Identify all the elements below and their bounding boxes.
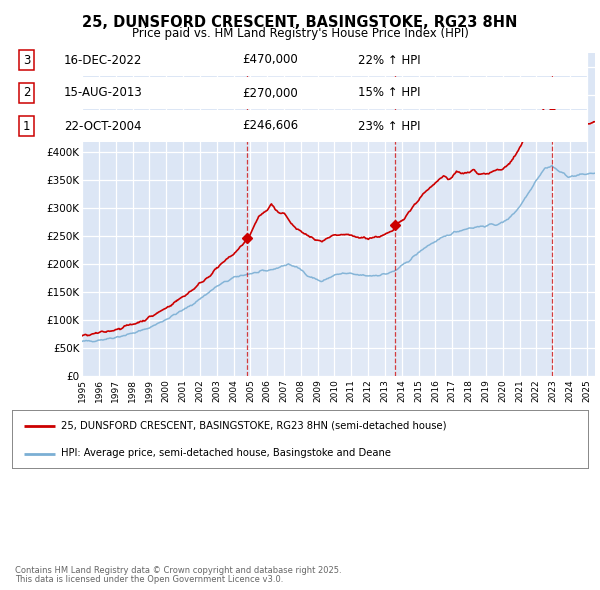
Text: This data is licensed under the Open Government Licence v3.0.: This data is licensed under the Open Gov… xyxy=(15,575,283,584)
Text: 1: 1 xyxy=(23,120,30,133)
Text: 25, DUNSFORD CRESCENT, BASINGSTOKE, RG23 8HN: 25, DUNSFORD CRESCENT, BASINGSTOKE, RG23… xyxy=(82,15,518,30)
Text: Price paid vs. HM Land Registry's House Price Index (HPI): Price paid vs. HM Land Registry's House … xyxy=(131,27,469,40)
Text: 2: 2 xyxy=(23,87,30,100)
Text: £246,606: £246,606 xyxy=(242,120,299,133)
Text: £270,000: £270,000 xyxy=(242,87,298,100)
Text: 22-OCT-2004: 22-OCT-2004 xyxy=(64,120,142,133)
Text: 15% ↑ HPI: 15% ↑ HPI xyxy=(358,87,420,100)
Text: £470,000: £470,000 xyxy=(242,54,298,67)
Text: 15-AUG-2013: 15-AUG-2013 xyxy=(64,87,143,100)
Text: HPI: Average price, semi-detached house, Basingstoke and Deane: HPI: Average price, semi-detached house,… xyxy=(61,448,391,458)
Text: 23% ↑ HPI: 23% ↑ HPI xyxy=(358,120,420,133)
Text: 25, DUNSFORD CRESCENT, BASINGSTOKE, RG23 8HN (semi-detached house): 25, DUNSFORD CRESCENT, BASINGSTOKE, RG23… xyxy=(61,421,446,431)
Bar xyxy=(247,53,395,376)
Text: 2: 2 xyxy=(392,84,398,94)
Text: 16-DEC-2022: 16-DEC-2022 xyxy=(64,54,142,67)
Text: Contains HM Land Registry data © Crown copyright and database right 2025.: Contains HM Land Registry data © Crown c… xyxy=(15,566,341,575)
Text: 3: 3 xyxy=(549,84,556,94)
Text: 1: 1 xyxy=(244,84,251,94)
Text: 22% ↑ HPI: 22% ↑ HPI xyxy=(358,54,420,67)
Text: 3: 3 xyxy=(23,54,30,67)
Bar xyxy=(395,53,553,376)
